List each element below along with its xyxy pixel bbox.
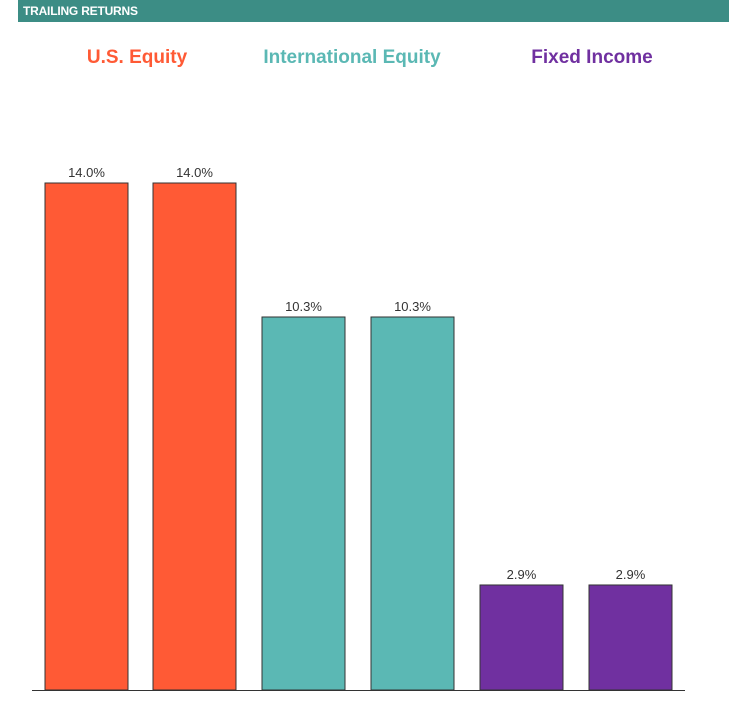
bar-0 — [44, 182, 129, 691]
data-label-2: 10.3% — [285, 299, 322, 314]
bar-1 — [152, 182, 237, 691]
group-label-us-equity: U.S. Equity — [86, 47, 188, 68]
chart-title: TRAILING RETURNS — [23, 4, 138, 18]
data-label-0: 14.0% — [68, 165, 105, 180]
header-bar: TRAILING RETURNS — [18, 0, 729, 22]
group-label-fixed-income: Fixed Income — [531, 47, 653, 68]
bar-4 — [479, 584, 564, 691]
data-label-4: 2.9% — [507, 567, 537, 582]
bar-2 — [261, 316, 346, 691]
group-label-international-equity: International Equity — [263, 47, 441, 68]
bar-3 — [370, 316, 455, 691]
data-label-3: 10.3% — [394, 299, 431, 314]
bar-5 — [588, 584, 673, 691]
data-label-1: 14.0% — [176, 165, 213, 180]
data-label-5: 2.9% — [616, 567, 646, 582]
